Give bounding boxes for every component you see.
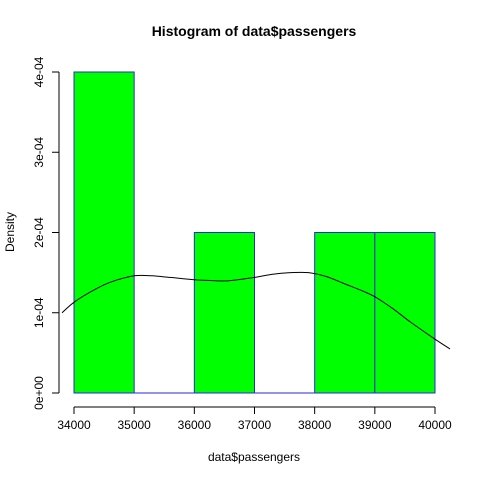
histogram-bar-2 xyxy=(193,232,255,394)
y-axis: 0e+00 1e-04 2e-04 3e-04 4e-04 xyxy=(32,56,60,410)
histogram-bar-0 xyxy=(73,71,135,394)
density-curve-group xyxy=(61,271,451,350)
histogram-bars xyxy=(73,71,436,394)
x-tick-label: 37000 xyxy=(238,418,272,432)
y-tick-label: 0e+00 xyxy=(32,376,46,410)
y-tick-label: 3e-04 xyxy=(32,137,46,168)
x-tick-label: 38000 xyxy=(298,418,332,432)
x-tick-label: 34000 xyxy=(57,418,91,432)
x-tick-label: 40000 xyxy=(418,418,452,432)
x-axis: 34000 35000 36000 37000 38000 39000 40000 xyxy=(57,406,452,432)
x-tick-label: 36000 xyxy=(178,418,212,432)
density-curve xyxy=(61,271,451,350)
chart-title: Histogram of data$passengers xyxy=(152,23,357,39)
y-tick-label: 2e-04 xyxy=(32,217,46,248)
x-tick-label: 35000 xyxy=(117,418,151,432)
x-axis-label: data$passengers xyxy=(208,450,300,464)
x-tick-label: 39000 xyxy=(358,418,392,432)
histogram-bar-5 xyxy=(374,232,436,394)
histogram-bar-4 xyxy=(314,232,376,394)
y-tick-label: 4e-04 xyxy=(32,56,46,87)
y-axis-label: Density xyxy=(3,212,17,252)
y-tick-label: 1e-04 xyxy=(32,297,46,328)
